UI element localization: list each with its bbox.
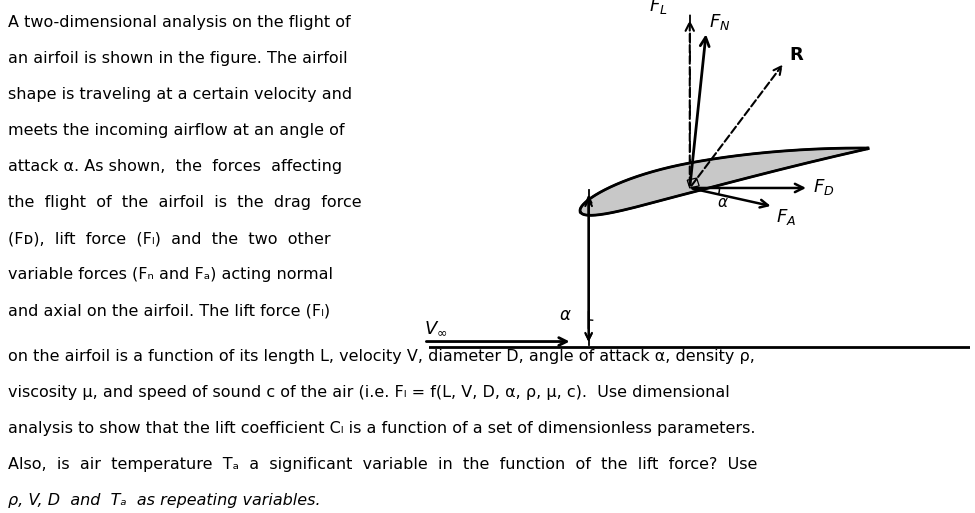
Text: $V_\infty$: $V_\infty$ (423, 320, 447, 338)
Text: Also,  is  air  temperature  Tₐ  a  significant  variable  in  the  function  of: Also, is air temperature Tₐ a significan… (8, 457, 758, 472)
Text: $F_N$: $F_N$ (709, 12, 730, 32)
Text: variable forces (Fₙ and Fₐ) acting normal: variable forces (Fₙ and Fₐ) acting norma… (8, 267, 333, 282)
Polygon shape (580, 148, 868, 215)
Text: ρ, V, D  and  Tₐ  as repeating variables.: ρ, V, D and Tₐ as repeating variables. (8, 493, 321, 508)
Text: A two-dimensional analysis on the flight of: A two-dimensional analysis on the flight… (8, 15, 351, 30)
Text: (Fᴅ),  lift  force  (Fₗ)  and  the  two  other: (Fᴅ), lift force (Fₗ) and the two other (8, 231, 331, 246)
Text: shape is traveling at a certain velocity and: shape is traveling at a certain velocity… (8, 87, 352, 102)
Text: $F_D$: $F_D$ (813, 177, 835, 198)
Text: analysis to show that the lift coefficient Cₗ is a function of a set of dimensio: analysis to show that the lift coefficie… (8, 421, 756, 436)
Text: meets the incoming airflow at an angle of: meets the incoming airflow at an angle o… (8, 123, 344, 138)
Text: an airfoil is shown in the figure. The airfoil: an airfoil is shown in the figure. The a… (8, 51, 348, 66)
Text: the  flight  of  the  airfoil  is  the  drag  force: the flight of the airfoil is the drag fo… (8, 195, 362, 210)
Text: $F_A$: $F_A$ (776, 207, 797, 227)
Text: $F_L$: $F_L$ (649, 0, 668, 16)
Text: viscosity μ, and speed of sound c of the air (i.e. Fₗ = f(L, V, D, α, ρ, μ, c). : viscosity μ, and speed of sound c of the… (8, 385, 729, 400)
Text: R: R (790, 46, 803, 64)
Text: on the airfoil is a function of its length L, velocity V, diameter D, angle of a: on the airfoil is a function of its leng… (8, 349, 755, 364)
Text: $\alpha$: $\alpha$ (559, 306, 571, 324)
Text: attack α. As shown,  the  forces  affecting: attack α. As shown, the forces affecting (8, 159, 342, 174)
Text: and axial on the airfoil. The lift force (Fₗ): and axial on the airfoil. The lift force… (8, 303, 331, 318)
Text: $\alpha$: $\alpha$ (717, 195, 728, 210)
